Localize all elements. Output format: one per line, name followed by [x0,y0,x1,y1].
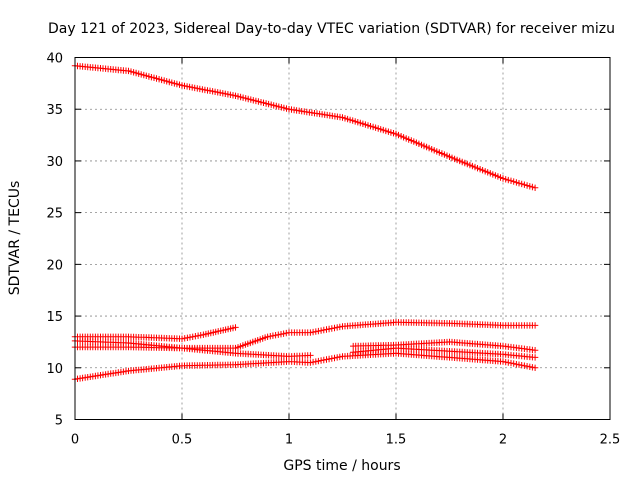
y-tick-label: 30 [46,155,63,170]
series-track-2 [71,324,239,342]
chart-title: Day 121 of 2023, Sidereal Day-to-day VTE… [48,21,615,37]
x-tick-label: 2.5 [600,433,621,448]
y-tick-label: 25 [46,207,63,222]
series-track-7 [350,344,539,361]
y-tick-label: 15 [46,310,63,325]
x-tick-label: 2 [499,433,507,448]
y-tick-label: 5 [55,414,63,429]
plot-frame [74,57,611,420]
y-tick-label: 35 [46,103,63,118]
x-tick-label: 0.5 [172,433,193,448]
y-ticks: 5 10 15 20 25 30 35 40 [46,52,610,429]
series-track-6 [350,338,539,354]
plus-markers [350,338,539,354]
y-tick-label: 20 [46,258,63,273]
x-tick-label: 1.5 [386,433,407,448]
x-tick-label: 0 [71,433,79,448]
series-track-3 [71,319,539,352]
x-axis-label: GPS time / hours [283,458,400,474]
x-ticks: 0 0.5 1 1.5 2 2.5 [71,57,621,448]
data-points [71,62,539,383]
plus-markers [71,324,239,342]
y-axis-label: SDTVAR / TECUs [7,181,23,296]
x-tick-label: 1 [285,433,293,448]
y-tick-label: 10 [46,362,63,377]
plus-markers [71,62,539,191]
plus-markers [71,319,539,352]
plus-markers [350,344,539,361]
grid-lines [75,57,610,420]
y-tick-label: 40 [46,52,63,67]
series-track-1 [71,62,539,191]
